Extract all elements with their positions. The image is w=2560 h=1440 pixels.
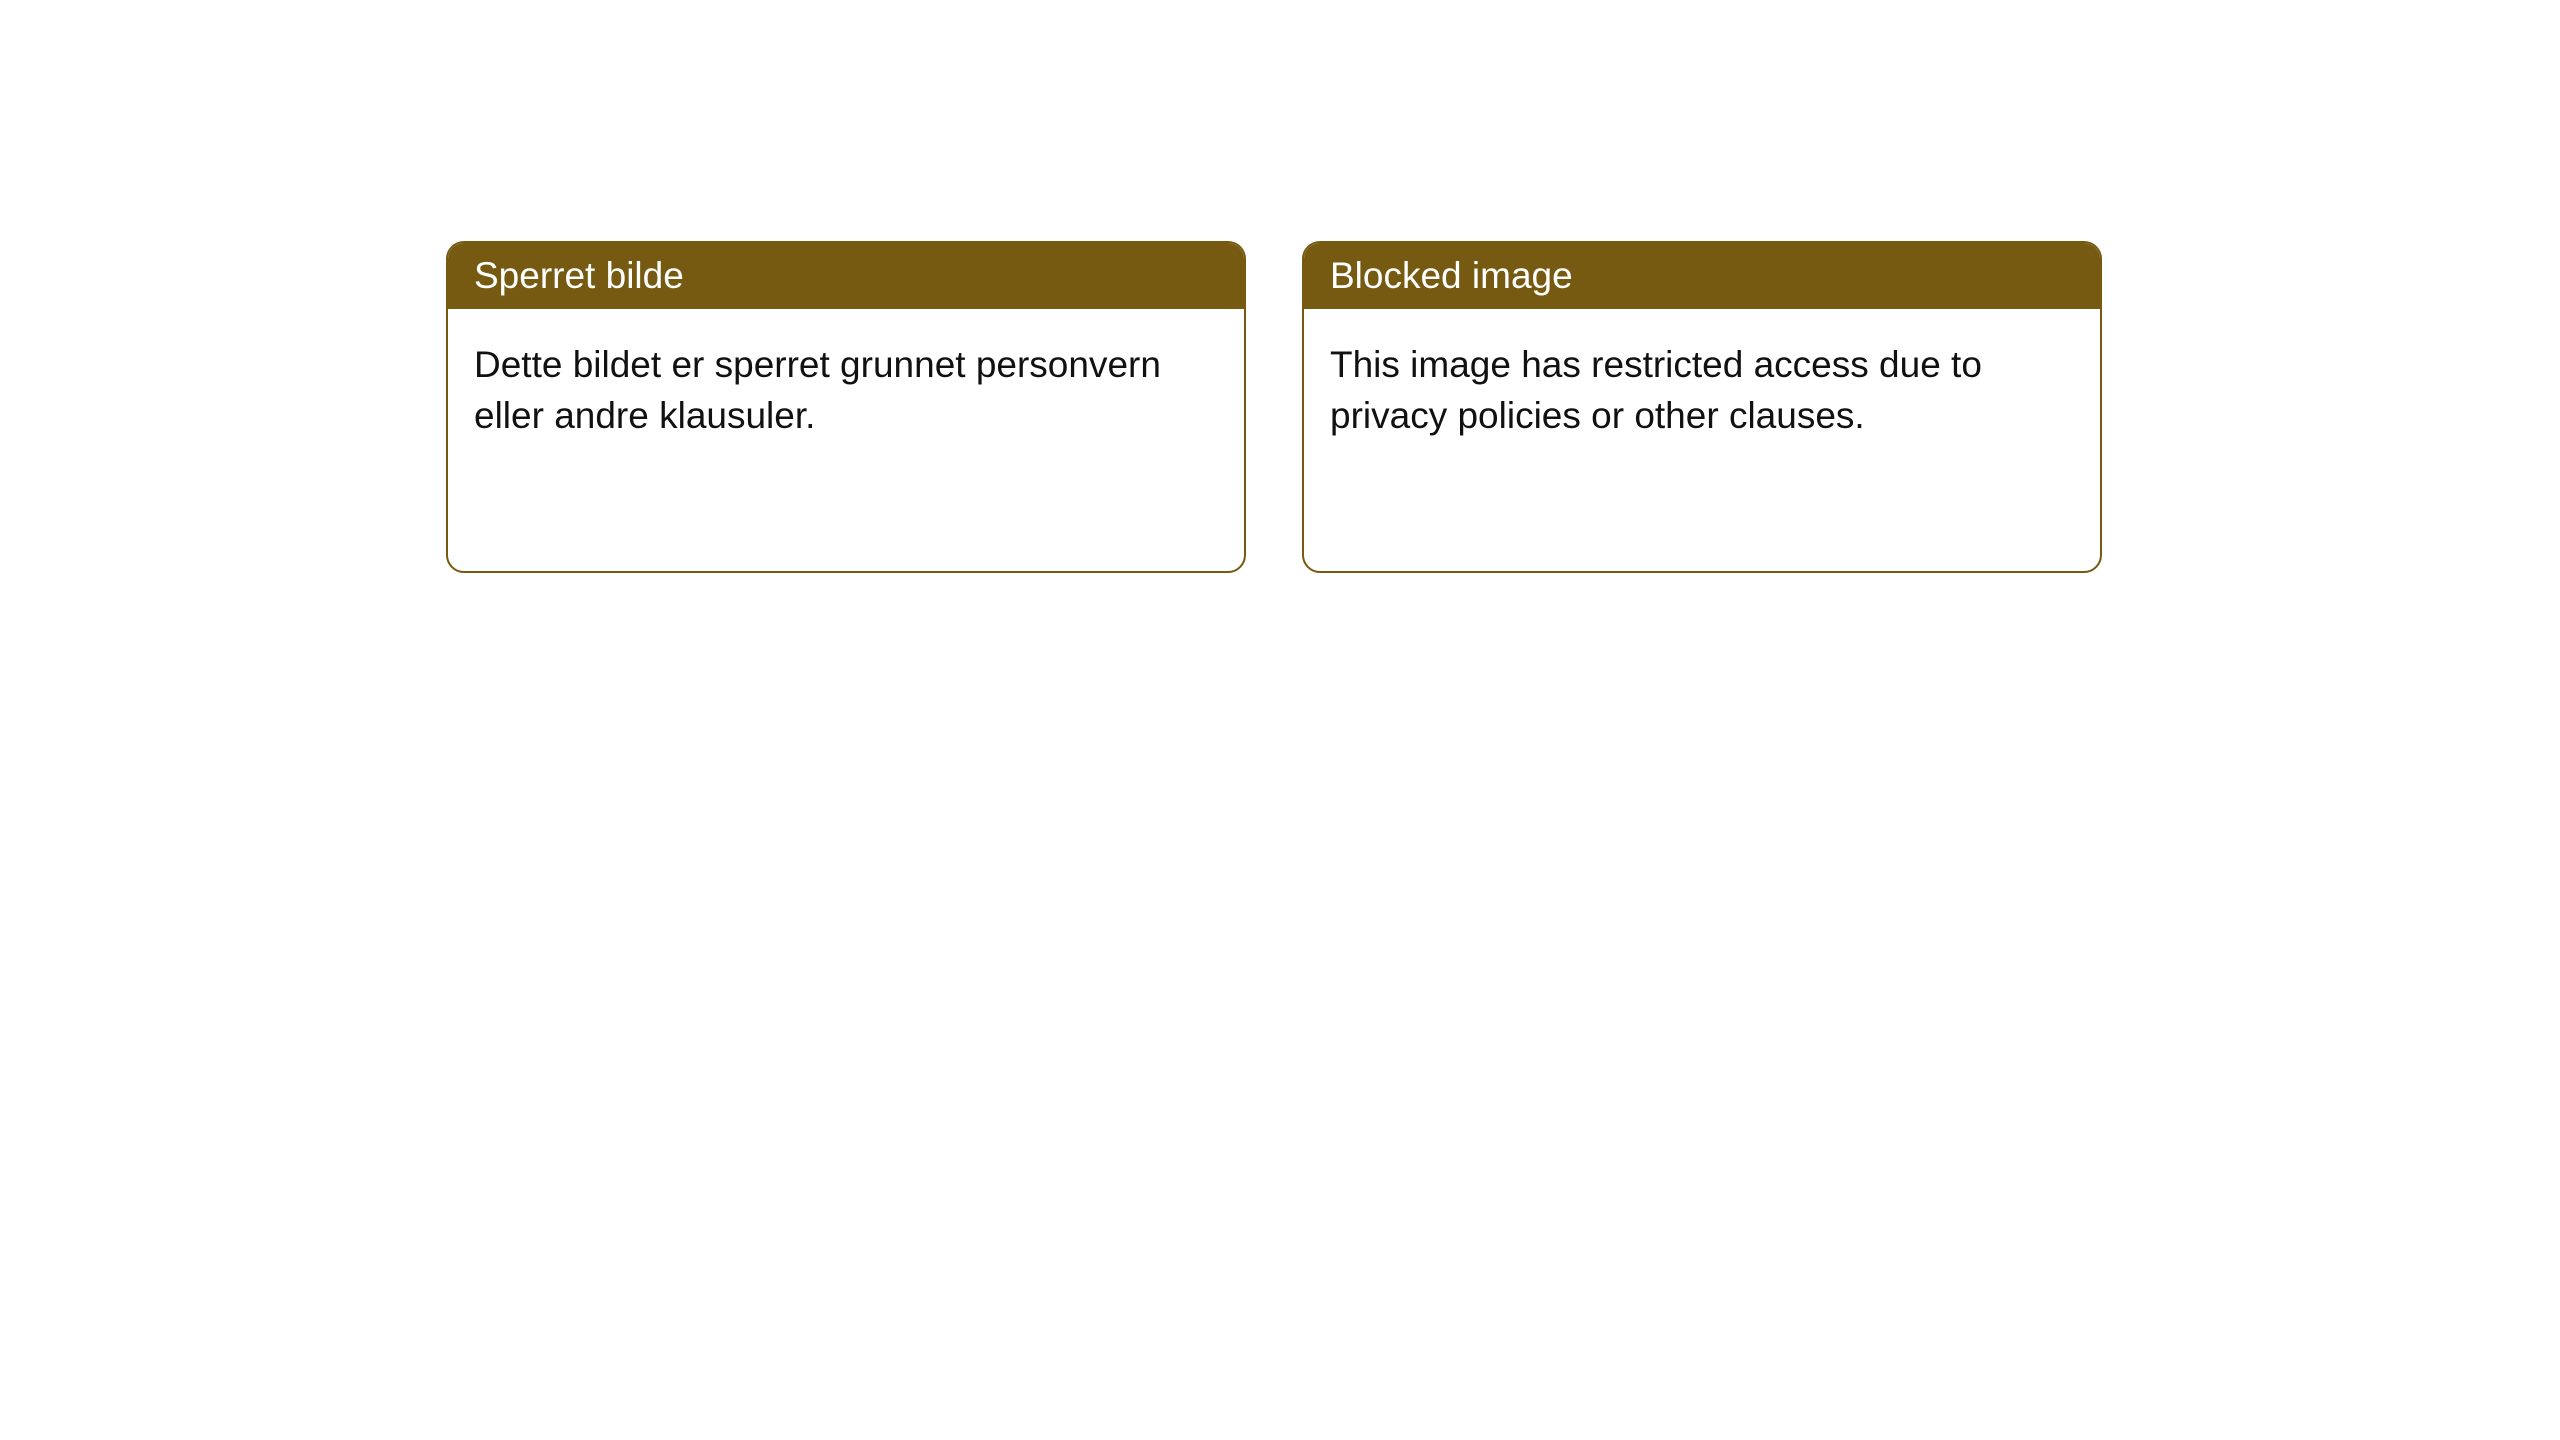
card-header-english: Blocked image [1304, 243, 2100, 309]
card-title-english: Blocked image [1330, 255, 1573, 296]
card-message-norwegian: Dette bildet er sperret grunnet personve… [474, 344, 1161, 436]
blocked-image-card-norwegian: Sperret bilde Dette bildet er sperret gr… [446, 241, 1246, 573]
blocked-image-card-english: Blocked image This image has restricted … [1302, 241, 2102, 573]
card-header-norwegian: Sperret bilde [448, 243, 1244, 309]
card-message-english: This image has restricted access due to … [1330, 344, 1982, 436]
card-title-norwegian: Sperret bilde [474, 255, 684, 296]
cards-container: Sperret bilde Dette bildet er sperret gr… [446, 241, 2102, 573]
card-body-english: This image has restricted access due to … [1304, 309, 2100, 471]
card-body-norwegian: Dette bildet er sperret grunnet personve… [448, 309, 1244, 471]
